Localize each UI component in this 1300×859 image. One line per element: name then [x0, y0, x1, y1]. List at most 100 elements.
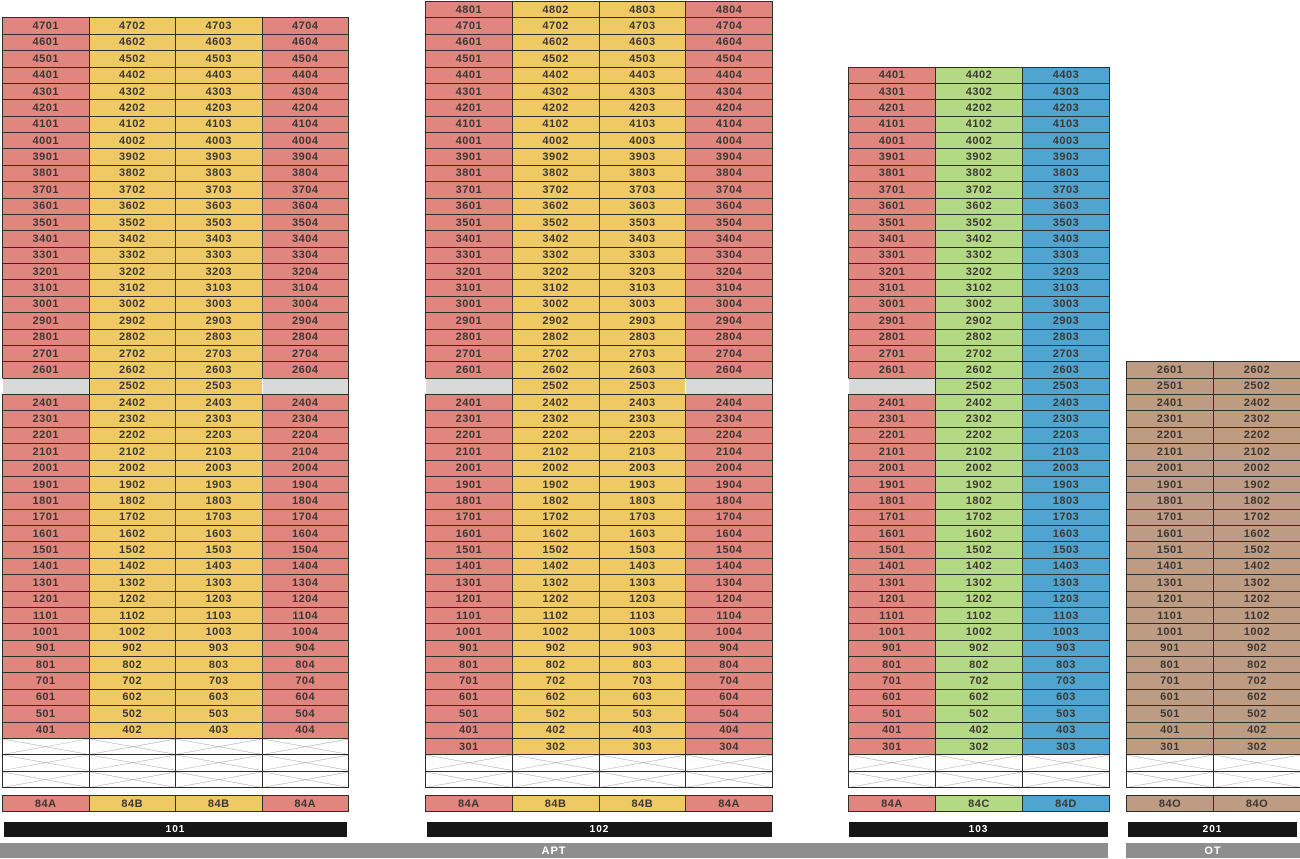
- floor-row: 2201 2202 2203 2204: [2, 426, 348, 444]
- unit-type-cell: 84O: [1126, 795, 1213, 811]
- unit-cell: 1203: [598, 590, 686, 607]
- floor-row: 1201 1202 1203 1204: [425, 590, 772, 607]
- unit-cell: 2704: [261, 344, 348, 362]
- unit-cell: 401: [1126, 721, 1213, 738]
- floor-row: 2601 2602 2603 2604: [2, 361, 348, 378]
- crossed-row: [2, 754, 348, 771]
- unit-cell: 3801: [425, 164, 512, 182]
- unit-cell: 4101: [2, 115, 89, 133]
- floor-row: 1701 1702 1703 1704: [425, 508, 772, 525]
- floor-row: 501 502 503 504: [425, 705, 772, 722]
- unit-cell: 3503: [175, 213, 262, 231]
- unit-cell: 3502: [88, 213, 175, 231]
- unit-cell: 1501: [848, 541, 935, 558]
- unit-cell: 2701: [425, 344, 512, 362]
- unit-cell: 1701: [848, 508, 935, 525]
- empty-cell: [425, 377, 512, 394]
- unit-cell: 1301: [2, 574, 89, 591]
- floor-row: 901 902 903: [848, 639, 1109, 656]
- unit-cell: 4404: [685, 66, 772, 83]
- unit-cell: 1504: [261, 541, 348, 558]
- floor-row: 3401 3402 3403: [848, 230, 1109, 247]
- unit-type-cell: 84C: [935, 795, 1022, 811]
- unit-cell: 3804: [261, 164, 348, 182]
- floor-row: 4301 4302 4303 4304: [2, 82, 348, 100]
- unit-cell: 1301: [848, 574, 935, 591]
- unit-cell: 4203: [598, 99, 686, 116]
- unit-cell: 1802: [88, 492, 175, 509]
- unit-cell: 603: [175, 688, 262, 706]
- unit-cell: 3903: [598, 148, 686, 165]
- unit-cell: 3503: [598, 213, 686, 231]
- unit-cell: 3102: [935, 279, 1022, 296]
- unit-cell: 3803: [598, 164, 686, 182]
- unit-cell: 2404: [685, 394, 772, 411]
- floor-row: 2502 2503: [425, 377, 772, 394]
- unit-cell: 602: [511, 688, 599, 706]
- unit-cell: 503: [1022, 705, 1109, 722]
- unit-cell: 303: [598, 737, 686, 755]
- unit-cell: 1602: [511, 525, 599, 542]
- unit-cell: 601: [425, 688, 512, 706]
- floor-row: 3201 3202 3203 3204: [2, 263, 348, 280]
- unit-cell: 903: [175, 639, 262, 657]
- unit-cell: 601: [2, 688, 89, 706]
- unit-cell: 904: [685, 639, 772, 656]
- unit-cell: 1702: [1213, 508, 1300, 526]
- unit-cell: 1903: [175, 475, 262, 493]
- unit-cell: 3501: [425, 213, 512, 231]
- unit-cell: 402: [511, 721, 599, 738]
- floor-row: 1601 1602: [1126, 525, 1300, 542]
- unit-cell: 1204: [261, 590, 348, 607]
- unit-cell: 3902: [935, 148, 1022, 165]
- floor-row: 1201 1202 1203: [848, 590, 1109, 607]
- floor-row: 4601 4602 4603 4604: [2, 33, 348, 51]
- floor-row: 2601 2602 2603: [848, 361, 1109, 378]
- unit-cell: 2804: [685, 328, 772, 345]
- unit-cell: 2101: [425, 443, 512, 460]
- apt-zone-bar: APT: [0, 843, 1108, 858]
- floor-row: 3901 3902 3903 3904: [2, 148, 348, 165]
- floor-row: 1901 1902 1903 1904: [2, 475, 348, 493]
- unit-cell: 3301: [848, 246, 935, 263]
- floor-row: 701 702 703: [848, 672, 1109, 689]
- unit-cell: 3402: [511, 230, 599, 247]
- unit-cell: 1701: [2, 508, 89, 526]
- unit-type-row: 84O 84O: [1126, 795, 1300, 811]
- unit-cell: 1804: [685, 492, 772, 509]
- floor-row: 401 402 403: [848, 721, 1109, 738]
- unit-cell: 304: [685, 737, 772, 755]
- unit-cell: 3904: [261, 148, 348, 165]
- tower-101-building-label: 101: [165, 824, 186, 835]
- unit-cell: 1502: [935, 541, 1022, 558]
- crossed-cell: [848, 754, 935, 771]
- unit-cell: 701: [425, 672, 512, 689]
- floor-row: 1501 1502 1503 1504: [425, 541, 772, 558]
- unit-cell: 702: [935, 672, 1022, 689]
- floor-row: 1201 1202 1203 1204: [2, 590, 348, 607]
- unit-cell: 1402: [511, 557, 599, 575]
- unit-cell: 1203: [175, 590, 262, 607]
- unit-cell: 2701: [848, 344, 935, 362]
- unit-cell: 503: [598, 705, 686, 722]
- floor-row: 1001 1002 1003: [848, 623, 1109, 640]
- unit-cell: 1401: [848, 557, 935, 575]
- unit-cell: 1503: [175, 541, 262, 558]
- unit-cell: 4703: [175, 17, 262, 34]
- unit-cell: 4303: [1022, 82, 1109, 100]
- unit-cell: 1901: [2, 475, 89, 493]
- unit-cell: 1302: [511, 574, 599, 591]
- unit-cell: 1402: [935, 557, 1022, 575]
- unit-cell: 2103: [175, 443, 262, 460]
- unit-cell: 2304: [685, 410, 772, 427]
- unit-cell: 403: [175, 721, 262, 738]
- unit-cell: 902: [935, 639, 1022, 656]
- unit-cell: 2004: [261, 459, 348, 476]
- crossed-cell: [1213, 754, 1300, 771]
- unit-cell: 3701: [848, 181, 935, 198]
- unit-cell: 4002: [935, 132, 1022, 149]
- floor-row: 4201 4202 4203 4204: [425, 99, 772, 116]
- unit-cell: 1601: [1126, 525, 1213, 542]
- floor-row: 3501 3502 3503 3504: [425, 213, 772, 231]
